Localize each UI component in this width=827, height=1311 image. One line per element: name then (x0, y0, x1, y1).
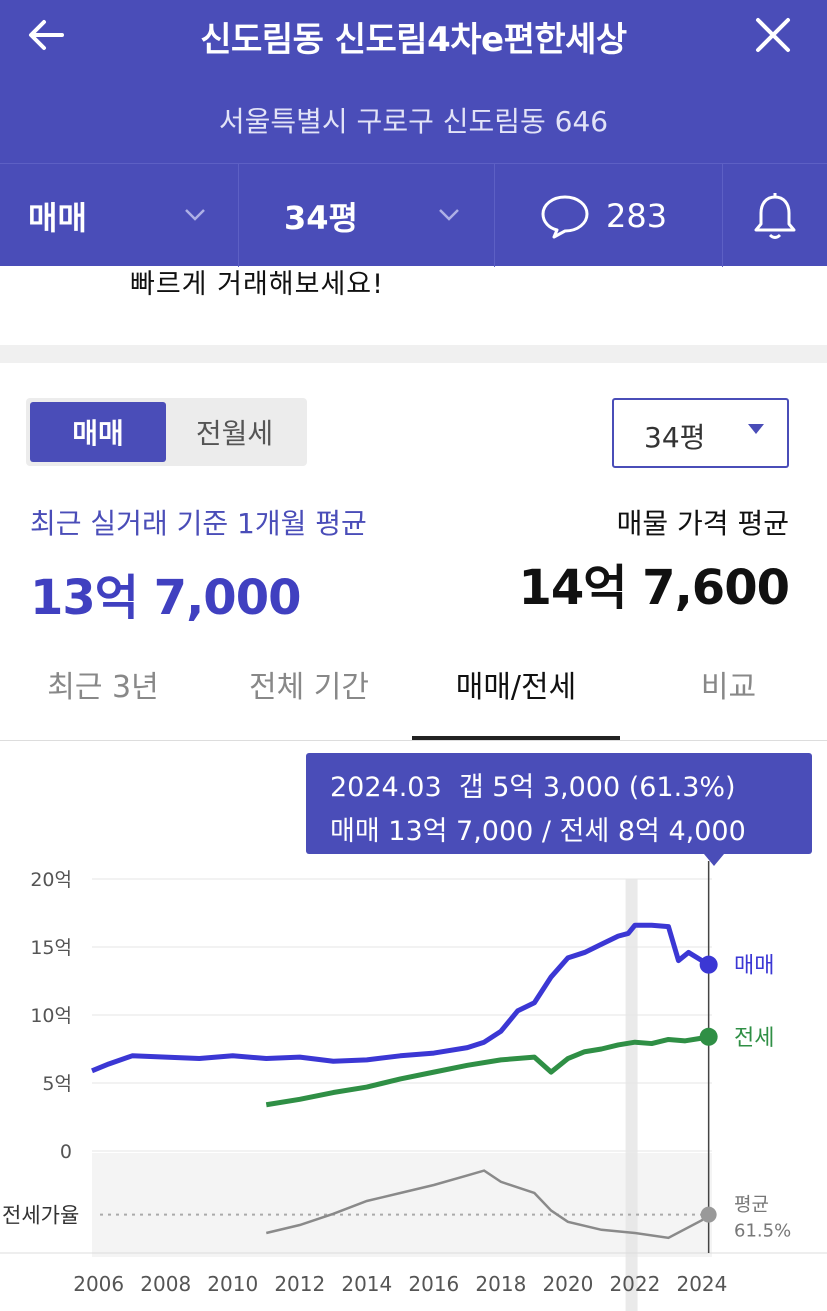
x-tick-label: 2024 (676, 1272, 727, 1296)
close-button[interactable] (748, 10, 798, 60)
y-tick-label: 10억 (30, 1005, 72, 1027)
tab-compare[interactable]: 비교 (700, 670, 757, 705)
x-tick-label: 2008 (140, 1272, 191, 1296)
ratio-end-point (700, 1206, 717, 1223)
price-chart[interactable]: 0 5억 10억 15억 20억 2006 2008 2010 2012 2014 2016 2018… (0, 861, 827, 1311)
listing-avg-value: 14억 7,600 (518, 560, 790, 616)
y-tick-label: 5억 (42, 1073, 72, 1095)
x-tick-label: 2006 (73, 1272, 124, 1296)
x-tick-label: 2010 (207, 1272, 258, 1296)
alert-button[interactable] (752, 164, 802, 267)
highlight-band (625, 879, 638, 1311)
segment-rent[interactable]: 전월세 (195, 417, 274, 450)
y-tick-label: 20억 (30, 869, 72, 891)
jeonse-series-line (265, 1034, 710, 1108)
tooltip-price-line: 매매 13억 7,000 / 전세 8억 4,000 (330, 816, 746, 847)
sale-end-point (699, 955, 718, 974)
size-select[interactable]: 34평 (612, 398, 789, 468)
close-icon (756, 18, 790, 52)
app-header: 신도림동 신도림4차e편한세상 서울특별시 구로구 신도림동 646 매매 34… (0, 0, 827, 267)
tab-all-period[interactable]: 전체 기간 (249, 670, 369, 705)
tab-sale-jeonse[interactable]: 매매/전세 (412, 662, 620, 740)
x-tick-label: 2014 (341, 1272, 392, 1296)
speech-bubble-icon (541, 195, 589, 238)
address-text: 서울특별시 구로구 신도림동 646 (218, 105, 609, 138)
page-title: 신도림동 신도림4차e편한세상 (200, 20, 627, 60)
size-label: 34평 (284, 198, 358, 237)
promo-banner-text: 빠르게 거래해보세요! (130, 269, 384, 300)
back-button[interactable] (22, 10, 72, 60)
trade-type-dropdown[interactable]: 매매 (28, 164, 236, 267)
sale-series-line (91, 922, 710, 1074)
ratio-avg-label: 평균 (734, 1194, 769, 1216)
x-tick-label: 2022 (609, 1272, 660, 1296)
caret-down-icon (748, 424, 764, 434)
tab-recent-3y[interactable]: 최근 3년 (47, 670, 159, 705)
x-tick-label: 2012 (274, 1272, 325, 1296)
size-select-value: 34평 (644, 421, 706, 454)
ratio-panel-label: 전세가율 (2, 1204, 79, 1228)
chart-tooltip: 2024.03 갭 5억 3,000 (61.3%) 매매 13억 7,000 … (306, 753, 812, 866)
filter-bar: 매매 34평 283 (0, 163, 827, 267)
y-tick-label: 15억 (30, 937, 72, 959)
sale-series-label: 매매 (734, 954, 774, 979)
chevron-down-icon (439, 209, 459, 221)
comments-button[interactable]: 283 (540, 164, 720, 267)
arrow-left-icon (29, 20, 64, 50)
ratio-panel-bg (92, 1153, 712, 1257)
x-tick-label: 2018 (475, 1272, 526, 1296)
tooltip-gap-line: 2024.03 갭 5억 3,000 (61.3%) (330, 772, 736, 803)
trade-type-label: 매매 (28, 198, 87, 237)
section-divider (0, 345, 827, 363)
tab-divider (0, 740, 827, 741)
bell-icon (754, 192, 796, 239)
ratio-series-line (265, 1169, 710, 1240)
jeonse-end-point (699, 1027, 718, 1046)
segment-sale[interactable]: 매매 (30, 402, 166, 462)
jeonse-series-label: 전세 (734, 1026, 774, 1051)
chevron-down-icon (185, 209, 205, 221)
size-dropdown[interactable]: 34평 (284, 164, 492, 267)
comment-count: 283 (606, 196, 668, 235)
x-tick-label: 2016 (408, 1272, 459, 1296)
listing-avg-label: 매물 가격 평균 (616, 507, 789, 540)
recent-avg-label: 최근 실거래 기준 1개월 평균 (30, 507, 367, 540)
recent-avg-value: 13억 7,000 (30, 570, 301, 626)
x-tick-label: 2020 (542, 1272, 593, 1296)
y-tick-label: 0 (60, 1141, 72, 1163)
ratio-avg-value: 61.5% (734, 1221, 791, 1242)
trade-segment-control: 매매 전월세 (26, 398, 307, 466)
